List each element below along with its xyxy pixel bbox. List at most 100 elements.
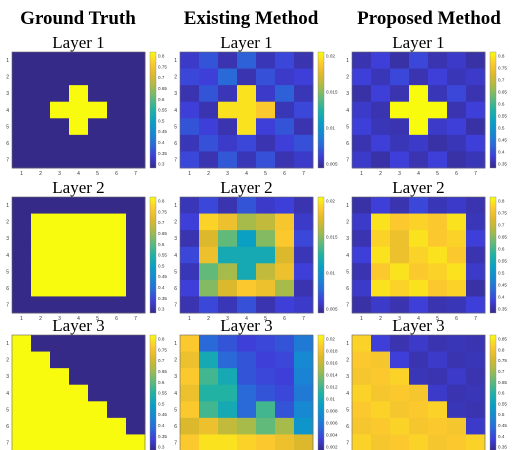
- heatmap-cell: [466, 134, 486, 152]
- heatmap-cell: [428, 296, 448, 314]
- heatmap-cell: [409, 434, 429, 450]
- colorbar-tick-label: 0.8: [498, 347, 505, 352]
- x-tick-label: 5: [264, 316, 267, 322]
- heatmap-cell: [409, 118, 429, 136]
- heatmap-cell: [428, 213, 448, 231]
- y-tick-label: 1: [6, 341, 9, 347]
- x-tick-label: 6: [455, 316, 458, 322]
- heatmap-cell: [50, 401, 70, 419]
- heatmap-cell: [447, 296, 467, 314]
- x-tick-label: 4: [417, 171, 420, 177]
- heatmap-cell: [447, 351, 467, 369]
- heatmap-cell: [126, 118, 146, 136]
- colorbar-tick-label: 0.5: [498, 271, 505, 276]
- heatmap-cell: [428, 52, 448, 69]
- heatmap-cell: [390, 68, 410, 86]
- heatmap-cell: [275, 368, 295, 386]
- heatmap-cell: [107, 263, 127, 281]
- heatmap-cell: [180, 279, 200, 297]
- heatmap-cell: [275, 85, 295, 103]
- heatmap-cell: [88, 101, 108, 119]
- heatmap-cell: [50, 335, 70, 352]
- colorbar-tick-label: 0.006: [326, 421, 338, 426]
- colorbar-tick-label: 0.004: [326, 433, 338, 438]
- heatmap-cell: [294, 230, 314, 248]
- colorbar-tick-label: 0.018: [326, 349, 338, 354]
- heatmap-cell: [69, 213, 89, 231]
- x-tick-label: 3: [58, 171, 61, 177]
- colorbar-tick-label: 0.65: [158, 231, 167, 236]
- heatmap-cell: [371, 417, 391, 435]
- heatmap-cell: [199, 263, 219, 281]
- x-tick-label: 5: [96, 316, 99, 322]
- heatmap-cell: [466, 230, 486, 248]
- heatmap-cell: [371, 197, 391, 214]
- column-title-proposed-method: Proposed Method: [357, 8, 501, 29]
- heatmap-cell: [275, 151, 295, 169]
- y-tick-label: 2: [174, 220, 177, 226]
- heatmap-cell: [88, 246, 108, 264]
- heatmap-cell: [390, 351, 410, 369]
- heatmap-cell: [352, 384, 372, 402]
- heatmap-cell: [218, 434, 238, 450]
- x-tick-label: 2: [379, 316, 382, 322]
- heatmap-cell: [31, 85, 51, 103]
- colorbar-tick-label: 0.45: [498, 138, 507, 143]
- heatmap-cell: [409, 368, 429, 386]
- heatmap-cell: [390, 401, 410, 419]
- colorbar-tick-label: 0.3: [158, 162, 165, 167]
- heatmap-cell: [69, 85, 89, 103]
- heatmap-cell: [390, 263, 410, 281]
- heatmap-cell: [107, 434, 127, 450]
- heatmap-cell: [12, 417, 32, 435]
- heatmap-cell: [69, 68, 89, 86]
- heatmap-cell: [352, 230, 372, 248]
- colorbar-tick-label: 0.005: [326, 162, 338, 167]
- heatmap-cell: [256, 246, 276, 264]
- colorbar-tick-label: 0.45: [158, 274, 167, 279]
- y-tick-label: 2: [6, 75, 9, 81]
- heatmap-cell: [180, 263, 200, 281]
- heatmap-cell: [352, 296, 372, 314]
- y-tick-label: 5: [6, 124, 9, 130]
- heatmap-cell: [466, 296, 486, 314]
- colorbar-tick-label: 0.6: [158, 380, 165, 385]
- heatmap-cell: [371, 384, 391, 402]
- heatmap-cell: [107, 52, 127, 69]
- plot-frame: [11, 51, 146, 169]
- heatmap-cell: [50, 417, 70, 435]
- heatmap-cell: [352, 101, 372, 119]
- y-tick-label: 5: [174, 269, 177, 275]
- heatmap-cell: [199, 151, 219, 169]
- y-tick-label: 1: [174, 58, 177, 64]
- heatmap-cell: [69, 335, 89, 352]
- heatmap-cell: [447, 417, 467, 435]
- y-tick-label: 5: [6, 407, 9, 413]
- x-tick-label: 2: [207, 171, 210, 177]
- heatmap-cell: [294, 85, 314, 103]
- heatmap-cell: [390, 384, 410, 402]
- heatmap-cell: [466, 197, 486, 214]
- heatmap-cell: [409, 134, 429, 152]
- heatmap-cell: [88, 351, 108, 369]
- heatmap-cell: [107, 335, 127, 352]
- column-title-existing-method: Existing Method: [184, 8, 319, 29]
- heatmap-cell: [50, 296, 70, 314]
- heatmap-cell: [237, 263, 257, 281]
- heatmap-cell: [409, 351, 429, 369]
- x-tick-label: 4: [245, 171, 248, 177]
- x-tick-label: 7: [302, 316, 305, 322]
- heatmap-cell: [256, 279, 276, 297]
- heatmap-cell: [352, 263, 372, 281]
- y-tick-label: 7: [346, 441, 349, 447]
- x-tick-label: 1: [360, 171, 363, 177]
- heatmap-cell: [50, 351, 70, 369]
- x-tick-label: 7: [474, 171, 477, 177]
- heatmap-cell: [275, 401, 295, 419]
- plot-frame: [351, 196, 486, 314]
- y-tick-label: 4: [346, 253, 349, 259]
- x-tick-label: 4: [417, 316, 420, 322]
- heatmap-cell: [466, 246, 486, 264]
- heatmap-cell: [275, 68, 295, 86]
